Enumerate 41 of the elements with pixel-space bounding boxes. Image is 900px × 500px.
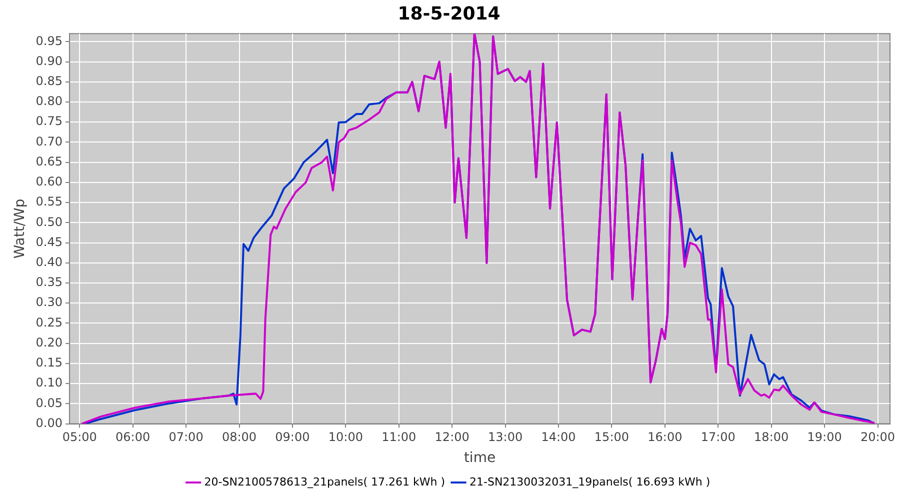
- x-tick-label: 07:00: [168, 430, 204, 444]
- y-axis-title: Watt/Wp: [12, 198, 28, 259]
- x-tick-label: 14:00: [541, 430, 576, 444]
- y-tick-label: 0.15: [36, 356, 63, 370]
- chart-title: 18-5-2014: [398, 3, 500, 24]
- y-tick-label: 0.10: [36, 376, 63, 390]
- y-tick-label: 0.70: [36, 134, 63, 148]
- y-tick-label: 0.65: [36, 154, 63, 168]
- y-tick-label: 0.05: [36, 396, 63, 410]
- x-tick-label: 05:00: [62, 430, 97, 444]
- x-axis-title: time: [464, 450, 496, 466]
- x-tick-label: 10:00: [328, 430, 363, 444]
- x-tick-label: 19:00: [807, 430, 842, 444]
- x-tick-label: 08:00: [222, 430, 257, 444]
- x-tick-label: 20:00: [860, 430, 896, 444]
- x-tick-label: 13:00: [488, 430, 523, 444]
- y-tick-label: 0.40: [36, 255, 63, 270]
- x-tick-label: 06:00: [116, 430, 150, 444]
- x-tick-label: 12:00: [434, 430, 470, 444]
- y-tick-label: 0.00: [36, 416, 63, 430]
- y-tick-label: 0.85: [36, 74, 63, 88]
- legend-label: 21-SN2130032031_19panels( 16.693 kWh ): [470, 475, 710, 488]
- x-tick-label: 17:00: [700, 430, 736, 444]
- y-tick-label: 0.60: [36, 174, 63, 189]
- y-tick-label: 0.35: [36, 275, 63, 290]
- x-tick-label: 09:00: [275, 430, 310, 444]
- x-tick-label: 15:00: [594, 430, 630, 444]
- legend-label: 20-SN2100578613_21panels( 17.261 kWh ): [204, 475, 446, 488]
- x-tick-label: 16:00: [648, 430, 682, 444]
- y-tick-label: 0.25: [36, 315, 63, 330]
- y-tick-label: 0.95: [36, 34, 63, 48]
- y-tick-label: 0.20: [36, 335, 63, 350]
- y-tick-label: 0.90: [36, 54, 63, 68]
- y-tick-label: 0.45: [36, 234, 63, 249]
- y-tick-label: 0.50: [36, 214, 63, 229]
- y-tick-label: 0.80: [36, 94, 63, 108]
- y-tick-label: 0.30: [36, 295, 63, 310]
- x-tick-label: 18:00: [754, 430, 789, 444]
- x-tick-label: 11:00: [382, 430, 416, 444]
- y-tick-label: 0.75: [36, 114, 63, 128]
- y-tick-label: 0.55: [36, 194, 63, 209]
